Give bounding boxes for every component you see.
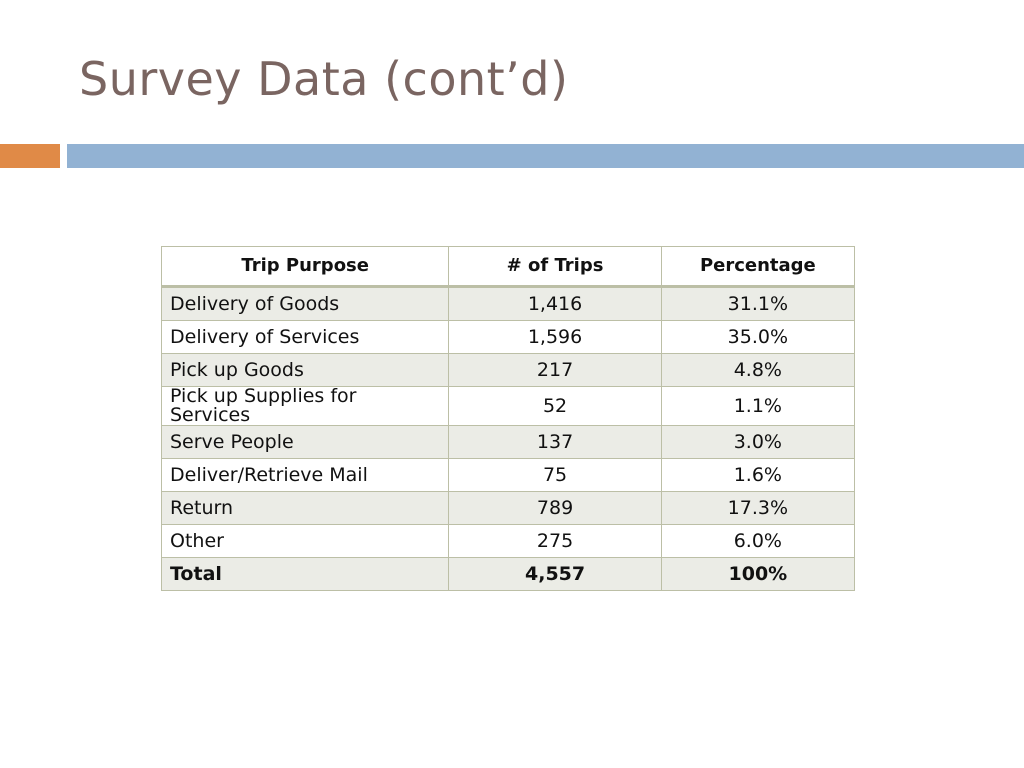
cell-percentage: 1.6%	[660, 458, 856, 492]
cell-percentage: 1.1%	[660, 386, 856, 426]
cell-percentage: 31.1%	[660, 286, 856, 321]
table-row: Delivery of Goods 1,416 31.1%	[160, 286, 856, 321]
cell-num-trips: 137	[448, 425, 662, 459]
table-row: Serve People 137 3.0%	[160, 425, 856, 459]
cell-percentage: 4.8%	[660, 353, 856, 387]
cell-trip-purpose: Pick up Supplies for Services	[160, 386, 450, 426]
cell-trip-purpose: Delivery of Goods	[160, 286, 450, 321]
table-row: Delivery of Services 1,596 35.0%	[160, 320, 856, 354]
cell-trip-purpose: Serve People	[160, 425, 450, 459]
cell-trip-purpose: Return	[160, 491, 450, 525]
cell-trip-purpose: Delivery of Services	[160, 320, 450, 354]
cell-num-trips: 217	[448, 353, 662, 387]
cell-num-trips: 789	[448, 491, 662, 525]
trip-purpose-table: Trip Purpose # of Trips Percentage Deliv…	[160, 246, 856, 591]
cell-percentage: 17.3%	[660, 491, 856, 525]
cell-num-trips: 1,596	[448, 320, 662, 354]
cell-num-trips: 1,416	[448, 286, 662, 321]
table-row: Pick up Goods 217 4.8%	[160, 353, 856, 387]
table-row: Other 275 6.0%	[160, 524, 856, 558]
cell-trip-purpose: Deliver/Retrieve Mail	[160, 458, 450, 492]
cell-percentage: 6.0%	[660, 524, 856, 558]
cell-num-trips: 275	[448, 524, 662, 558]
cell-total-percentage: 100%	[660, 557, 856, 591]
cell-num-trips: 52	[448, 386, 662, 426]
cell-trip-purpose: Other	[160, 524, 450, 558]
cell-trip-purpose: Pick up Goods	[160, 353, 450, 387]
table-row: Deliver/Retrieve Mail 75 1.6%	[160, 458, 856, 492]
table-row: Return 789 17.3%	[160, 491, 856, 525]
header-trip-purpose: Trip Purpose	[160, 246, 450, 288]
slide-title: Survey Data (cont’d)	[79, 52, 569, 106]
table-header-row: Trip Purpose # of Trips Percentage	[160, 246, 856, 288]
table-total-row: Total 4,557 100%	[160, 557, 856, 591]
cell-total-trips: 4,557	[448, 557, 662, 591]
cell-num-trips: 75	[448, 458, 662, 492]
header-num-trips: # of Trips	[448, 246, 662, 288]
title-rule-bar	[67, 144, 1024, 168]
header-percentage: Percentage	[660, 246, 856, 288]
accent-bar	[0, 144, 60, 168]
cell-percentage: 35.0%	[660, 320, 856, 354]
cell-percentage: 3.0%	[660, 425, 856, 459]
table-row: Pick up Supplies for Services 52 1.1%	[160, 386, 856, 426]
cell-total-label: Total	[160, 557, 450, 591]
